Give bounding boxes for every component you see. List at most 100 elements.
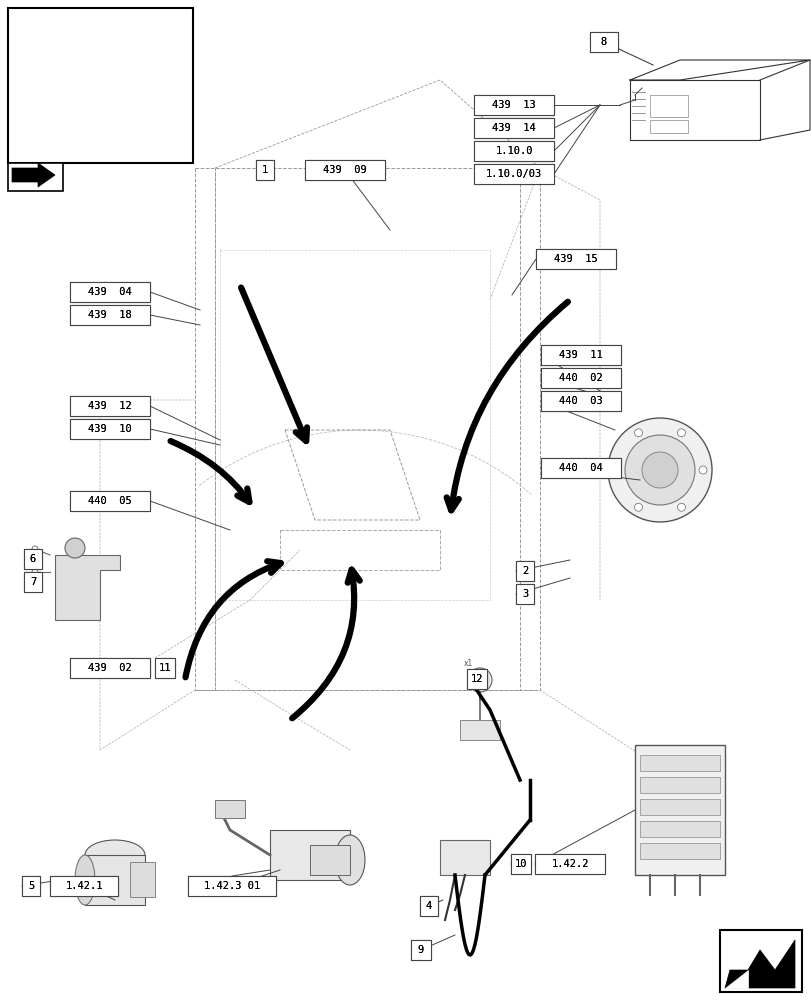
Text: 439  18: 439 18: [88, 310, 131, 320]
Text: 439  11: 439 11: [559, 350, 602, 360]
Bar: [70, 396, 150, 416]
Circle shape: [698, 466, 706, 474]
Text: 439  13: 439 13: [491, 100, 535, 110]
Bar: [474, 164, 553, 184]
Text: 9: 9: [418, 945, 423, 955]
Text: 1.42.1: 1.42.1: [65, 881, 103, 891]
Text: 1.10.0: 1.10.0: [495, 146, 532, 156]
Text: 440  04: 440 04: [559, 463, 602, 473]
Text: 10: 10: [514, 859, 526, 869]
Bar: [22, 876, 40, 896]
Text: x1: x1: [463, 658, 472, 668]
Circle shape: [65, 538, 85, 558]
Bar: [70, 396, 150, 416]
Bar: [474, 118, 553, 138]
Text: 440  05: 440 05: [88, 496, 131, 506]
Bar: [649, 120, 687, 133]
Bar: [639, 755, 719, 771]
Bar: [419, 896, 437, 916]
Bar: [474, 95, 553, 115]
Bar: [70, 658, 150, 678]
Bar: [155, 658, 175, 678]
Text: 2: 2: [521, 566, 527, 576]
Bar: [70, 282, 150, 302]
Bar: [515, 584, 534, 604]
Text: 440  04: 440 04: [559, 463, 602, 473]
Text: 439  04: 439 04: [88, 287, 131, 297]
Bar: [70, 305, 150, 325]
Polygon shape: [12, 163, 55, 187]
Circle shape: [676, 503, 684, 511]
Circle shape: [612, 466, 620, 474]
Text: 4: 4: [425, 901, 431, 911]
Bar: [535, 249, 616, 269]
Bar: [474, 164, 553, 184]
Circle shape: [32, 569, 38, 575]
Text: 439  15: 439 15: [553, 254, 597, 264]
Text: 10: 10: [514, 859, 526, 869]
Bar: [540, 391, 620, 411]
Bar: [215, 800, 245, 818]
Bar: [639, 799, 719, 815]
Bar: [540, 345, 620, 365]
Polygon shape: [724, 940, 794, 988]
Bar: [70, 658, 150, 678]
Bar: [305, 160, 384, 180]
Bar: [460, 720, 500, 740]
Circle shape: [676, 429, 684, 437]
Text: 439  14: 439 14: [491, 123, 535, 133]
Bar: [8, 163, 63, 191]
Bar: [255, 160, 273, 180]
Bar: [188, 876, 276, 896]
Text: 1: 1: [262, 165, 268, 175]
Text: 440  02: 440 02: [559, 373, 602, 383]
Bar: [639, 821, 719, 837]
Text: 1.42.1: 1.42.1: [65, 881, 103, 891]
Text: 439  04: 439 04: [88, 287, 131, 297]
Text: 1.10.0/03: 1.10.0/03: [485, 169, 542, 179]
Bar: [719, 930, 801, 992]
Polygon shape: [55, 555, 120, 620]
Bar: [8, 8, 193, 163]
Text: 1.10.0/03: 1.10.0/03: [485, 169, 542, 179]
Circle shape: [624, 435, 694, 505]
Bar: [515, 561, 534, 581]
Bar: [639, 843, 719, 859]
Text: 11: 11: [159, 663, 171, 673]
Text: 439  18: 439 18: [88, 310, 131, 320]
Text: 12: 12: [470, 674, 483, 684]
Text: 6: 6: [30, 554, 36, 564]
Bar: [255, 160, 273, 180]
Bar: [419, 896, 437, 916]
Text: 1.42.3 01: 1.42.3 01: [204, 881, 260, 891]
Circle shape: [607, 418, 711, 522]
Bar: [22, 876, 40, 896]
Text: 439  09: 439 09: [323, 165, 367, 175]
Bar: [50, 876, 118, 896]
Text: 439  10: 439 10: [88, 424, 131, 434]
Text: 3: 3: [521, 589, 527, 599]
Bar: [474, 95, 553, 115]
Text: 439  15: 439 15: [553, 254, 597, 264]
Bar: [540, 458, 620, 478]
Text: 7: 7: [30, 577, 36, 587]
Text: 440  03: 440 03: [559, 396, 602, 406]
Bar: [70, 491, 150, 511]
Text: 5: 5: [28, 881, 34, 891]
Bar: [155, 658, 175, 678]
Text: 439  13: 439 13: [491, 100, 535, 110]
Text: 1: 1: [262, 165, 268, 175]
Bar: [305, 160, 384, 180]
Bar: [534, 854, 604, 874]
Bar: [515, 561, 534, 581]
Bar: [24, 549, 42, 569]
Ellipse shape: [75, 855, 95, 905]
Bar: [70, 305, 150, 325]
Text: 3: 3: [521, 589, 527, 599]
Bar: [474, 141, 553, 161]
Text: 1.42.3 01: 1.42.3 01: [204, 881, 260, 891]
Text: 440  05: 440 05: [88, 496, 131, 506]
Circle shape: [633, 503, 642, 511]
Text: 8: 8: [600, 37, 607, 47]
Circle shape: [467, 668, 491, 692]
